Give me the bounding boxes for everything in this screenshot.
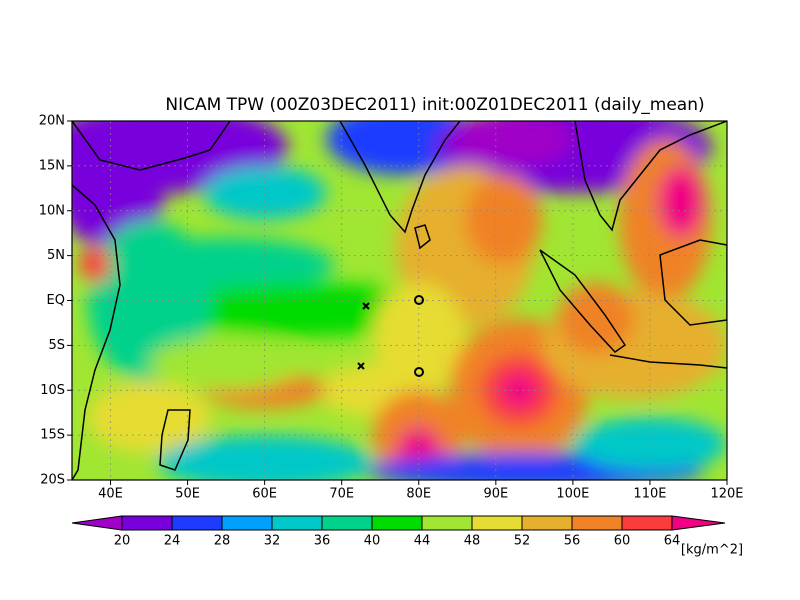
colorbar-box: [621, 515, 673, 531]
coast-madagascar: [159, 409, 191, 471]
field-blobs: [72, 121, 727, 480]
coast-srilanka: [414, 224, 431, 250]
coastlines: [72, 121, 727, 480]
y-tick-label: 20N: [39, 114, 65, 129]
colorbar-box: [571, 515, 623, 531]
colorbar-unit: [kg/m^2]: [681, 543, 743, 558]
colorbar-label: 48: [464, 534, 481, 549]
colorbar: 20 24 28 32 36 40 44 48 52 56 60 64: [71, 515, 726, 549]
x-tick-label: 120E: [710, 487, 743, 502]
coast-indochina: [574, 121, 727, 232]
x-tick-label: 40E: [98, 487, 123, 502]
colorbar-box: [371, 515, 423, 531]
field-blob: [72, 138, 165, 247]
x-tick-label: 100E: [556, 487, 589, 502]
colorbar-box: [171, 515, 223, 531]
colorbar-label: 52: [514, 534, 531, 549]
field-blob: [572, 417, 727, 472]
field-blob: [79, 246, 111, 283]
y-tick-label: 5S: [48, 338, 65, 353]
colorbar-label: 24: [164, 534, 181, 549]
colorbar-box: [221, 515, 273, 531]
field-blob: [164, 282, 442, 337]
colorbar-label: 36: [314, 534, 331, 549]
coast-africa: [72, 184, 121, 480]
field-blob: [449, 121, 573, 166]
field-blob: [657, 165, 704, 238]
map-frame: [71, 120, 728, 481]
site-markers: [357, 295, 424, 377]
colorbar-box: [421, 515, 473, 531]
y-tick-label: 15N: [39, 158, 65, 173]
field-blob: [87, 219, 211, 382]
y-tick-label: 10S: [40, 383, 65, 398]
map-title: NICAM TPW (00Z03DEC2011) init:00Z01DEC20…: [165, 95, 704, 115]
coast-india: [339, 121, 461, 234]
x-tick-label: 50E: [175, 487, 200, 502]
y-tick-label: 5N: [47, 248, 65, 263]
y-tick-label: 10N: [39, 203, 65, 218]
site-cross: [362, 302, 370, 310]
colorbar-box: [521, 515, 573, 531]
colorbar-label: 60: [614, 534, 631, 549]
site-circle: [414, 367, 424, 377]
y-tick-label: EQ: [47, 293, 65, 308]
site-cross: [357, 362, 365, 370]
colorbar-box: [321, 515, 373, 531]
x-tick-label: 70E: [329, 487, 354, 502]
field-blob: [557, 282, 635, 355]
colorbar-low-triangle: [71, 515, 123, 531]
coast-borneo: [659, 239, 727, 326]
colorbar-box: [121, 515, 173, 531]
tpw-field: [72, 121, 727, 480]
colorbar-label: 32: [264, 534, 281, 549]
colorbar-label: 56: [564, 534, 581, 549]
colorbar-box: [271, 515, 323, 531]
coast-sumatra: [539, 249, 627, 353]
colorbar-box: [471, 515, 523, 531]
colorbar-label: 64: [664, 534, 681, 549]
colorbar-label: 44: [414, 534, 431, 549]
field-blob: [149, 336, 304, 391]
colorbar-high-triangle: [671, 515, 726, 531]
x-tick-label: 80E: [406, 487, 431, 502]
y-tick-label: 15S: [40, 428, 65, 443]
site-circle: [414, 295, 424, 305]
x-tick-label: 90E: [483, 487, 508, 502]
x-tick-label: 60E: [252, 487, 277, 502]
field-blob: [203, 165, 327, 220]
field-blob: [372, 282, 465, 391]
colorbar-label: 28: [214, 534, 231, 549]
colorbar-label: 40: [364, 534, 381, 549]
field-blob: [465, 174, 543, 265]
x-tick-label: 110E: [633, 487, 666, 502]
coast-arabia: [72, 121, 231, 171]
field-blob: [499, 372, 539, 409]
y-tick-label: 20S: [40, 473, 65, 488]
colorbar-label: 20: [114, 534, 131, 549]
field-blob: [87, 381, 211, 454]
coast-java: [609, 354, 727, 369]
